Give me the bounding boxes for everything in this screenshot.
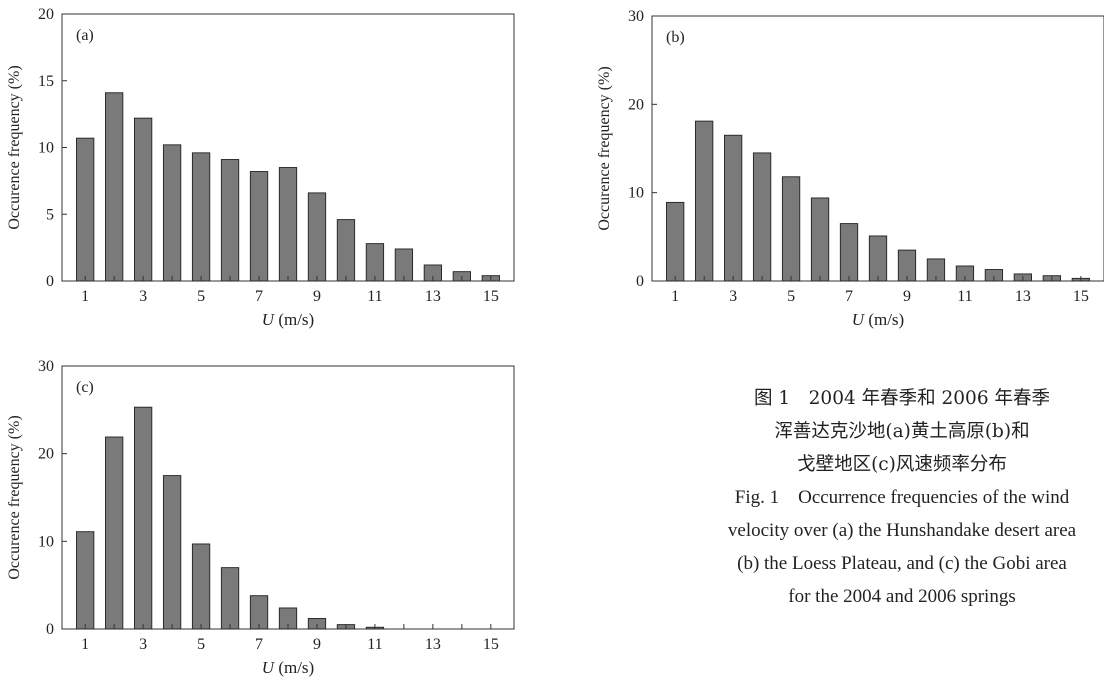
bar	[105, 92, 124, 282]
x-tick-label: 15	[483, 636, 499, 653]
x-tick-label: 3	[139, 636, 147, 653]
chart-panel-b: 0 10 20 30 1 3 5 7 9 11 13 15 (b) U (m/s) Occurence fr…	[590, 0, 1104, 340]
bar	[365, 243, 385, 282]
chart-panel-c: 0 10 20 30 1 3 5 7 9 11 13 15 (c) U (m/s) Occurence fr…	[0, 354, 540, 682]
x-axis-variable: U	[262, 310, 276, 329]
x-tick-label: 15	[1073, 288, 1089, 305]
chart-panel-a: 0 5 10 15 20 1 3 5 7 9 11 13 15 (a) U (m/s) Occurence f…	[0, 0, 540, 340]
panel-label: (b)	[666, 29, 685, 46]
x-tick-label: 7	[845, 288, 853, 305]
x-axis-variable: U	[262, 658, 276, 677]
x-tick-label: 11	[367, 288, 382, 305]
bar	[76, 137, 95, 282]
bar	[220, 567, 240, 630]
bar	[868, 235, 888, 282]
bar	[191, 543, 211, 630]
x-tick-label: 9	[903, 288, 911, 305]
y-tick-label: 30	[38, 358, 54, 375]
x-tick-label: 13	[425, 636, 441, 653]
x-axis-label: U (m/s)	[262, 658, 314, 677]
x-axis-label: U (m/s)	[262, 310, 314, 329]
y-tick-label: 15	[38, 73, 54, 90]
bar	[133, 117, 153, 282]
x-tick-label: 11	[957, 288, 972, 305]
caption-zh-line-3: 戈壁地区(c)风速频率分布	[797, 454, 1007, 475]
y-tick-label: 20	[38, 6, 54, 23]
bar	[810, 197, 830, 282]
bar	[307, 192, 327, 282]
x-tick-label: 7	[255, 288, 263, 305]
bar	[162, 144, 182, 282]
x-axis-label: U (m/s)	[852, 310, 904, 329]
y-axis-label: Occurence frequency (%)	[6, 65, 23, 229]
y-tick-label: 20	[628, 96, 644, 113]
y-tick-label: 30	[628, 8, 644, 25]
y-tick-label: 5	[46, 206, 54, 223]
bar	[191, 152, 211, 282]
x-tick-label: 13	[1015, 288, 1031, 305]
x-tick-label: 1	[671, 288, 679, 305]
caption-en-line-4: for the 2004 and 2006 springs	[788, 586, 1016, 607]
x-tick-label: 9	[313, 636, 321, 653]
x-tick-label: 5	[197, 288, 205, 305]
y-tick-label: 0	[46, 621, 54, 638]
bar	[723, 134, 743, 282]
x-tick-label: 13	[425, 288, 441, 305]
bar	[752, 152, 772, 282]
bar	[220, 159, 240, 282]
bar	[781, 176, 801, 282]
x-axis-unit: (m/s)	[864, 310, 904, 329]
x-tick-label: 5	[787, 288, 795, 305]
x-tick-label: 3	[139, 288, 147, 305]
x-tick-label: 11	[367, 636, 382, 653]
y-tick-label: 10	[38, 533, 54, 550]
caption-en-line-1: Fig. 1 Occurrence frequencies of the win…	[734, 487, 1070, 508]
caption-en-line-2: velocity over (a) the Hunshandake desert…	[727, 520, 1077, 541]
y-tick-label: 10	[38, 140, 54, 157]
bar	[133, 406, 153, 630]
bar	[839, 223, 859, 282]
x-tick-label: 3	[729, 288, 737, 305]
x-tick-label: 7	[255, 636, 263, 653]
y-tick-label: 0	[46, 273, 54, 290]
bar	[336, 219, 356, 282]
x-tick-label: 1	[81, 288, 89, 305]
panel-label: (a)	[76, 27, 94, 44]
caption-zh-line-1: 图 1 2004 年春季和 2006 年春季	[754, 388, 1050, 409]
panel-label: (c)	[76, 379, 94, 396]
caption-zh-line-2: 浑善达克沙地(a)黄土高原(b)和	[774, 421, 1030, 442]
x-tick-label: 5	[197, 636, 205, 653]
x-tick-label: 9	[313, 288, 321, 305]
bar	[249, 171, 269, 282]
y-axis-label: Occurence frequency (%)	[6, 415, 23, 579]
bar	[105, 436, 124, 630]
plot-frame	[61, 365, 515, 630]
y-tick-label: 20	[38, 446, 54, 463]
y-tick-label: 10	[628, 185, 644, 202]
bar	[695, 120, 714, 282]
x-axis-unit: (m/s)	[274, 310, 314, 329]
y-axis-label: Occurence frequency (%)	[596, 66, 613, 230]
x-axis-variable: U	[852, 310, 866, 329]
y-tick-label: 0	[636, 273, 644, 290]
figure-caption: 图 1 2004 年春季和 2006 年春季 浑善达克沙地(a)黄土高原(b)和…	[700, 382, 1104, 613]
caption-en-line-3: (b) the Loess Plateau, and (c) the Gobi …	[737, 553, 1067, 574]
bar	[666, 201, 685, 282]
x-axis-unit: (m/s)	[274, 658, 314, 677]
x-tick-label: 1	[81, 636, 89, 653]
bar	[76, 531, 95, 630]
bar	[162, 475, 182, 630]
x-tick-label: 15	[483, 288, 499, 305]
bar	[278, 167, 298, 282]
